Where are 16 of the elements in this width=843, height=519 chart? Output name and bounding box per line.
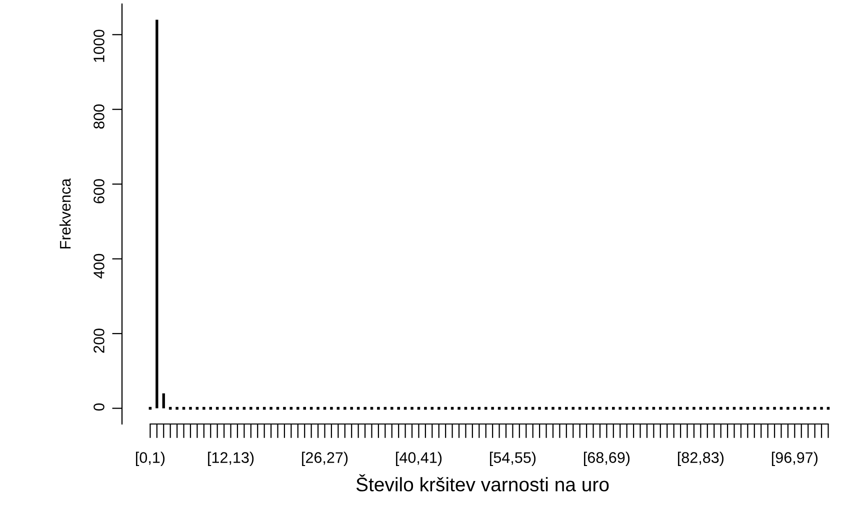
- y-axis-title: Frekvenca: [59, 178, 71, 248]
- y-tick-label: 400: [94, 254, 104, 278]
- x-tick-label: [26,27): [302, 452, 348, 466]
- x-axis-title: Število kršitev varnosti na uro: [356, 474, 609, 492]
- x-tick-label: [54,55): [490, 452, 536, 466]
- y-tick-label: 200: [94, 328, 104, 353]
- x-tick-label: [40,41): [396, 452, 442, 466]
- y-tick-label: 0: [94, 403, 104, 411]
- x-tick-label: [82,83): [678, 452, 724, 466]
- x-tick-label: [12,13): [208, 452, 254, 466]
- y-tick-label: 600: [94, 179, 104, 204]
- x-tick-label: [68,69): [584, 452, 630, 466]
- x-tick-label: [0,1): [136, 452, 165, 466]
- x-tick-label: [96,97): [772, 452, 818, 466]
- y-tick-label: 800: [94, 104, 104, 129]
- y-tick-label: 1000: [94, 30, 104, 62]
